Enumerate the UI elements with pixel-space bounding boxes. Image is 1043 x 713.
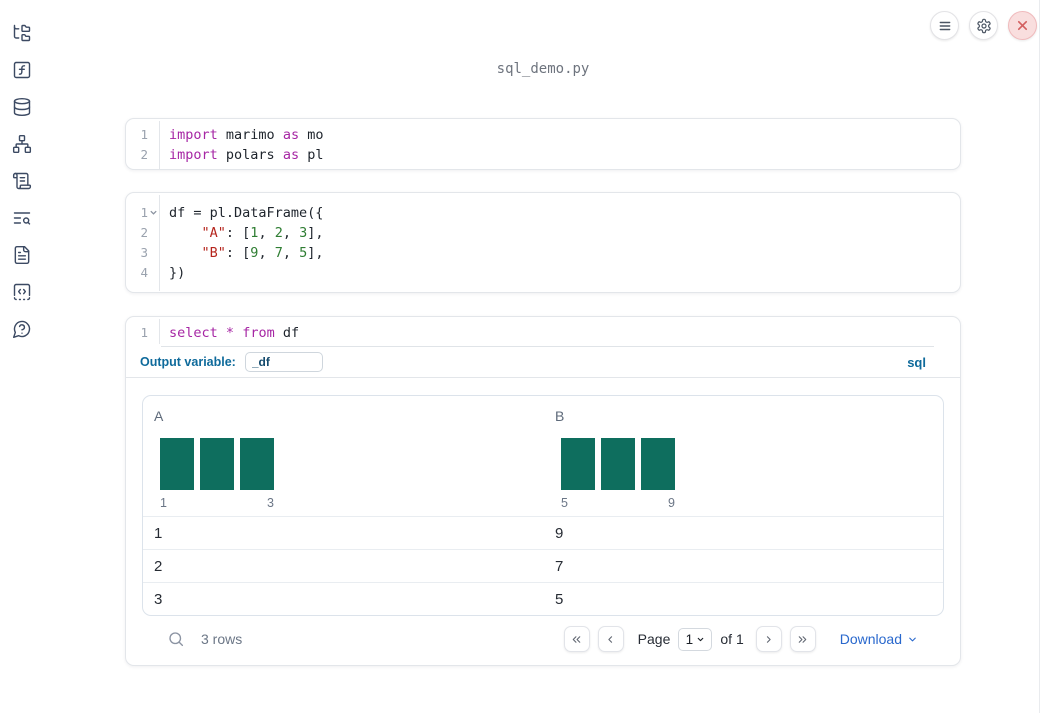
- histogram-min-label: 5: [561, 496, 568, 510]
- histogram-bar: [601, 438, 635, 490]
- folder-tree-icon[interactable]: [12, 23, 32, 43]
- row-count: 3 rows: [201, 631, 243, 647]
- line-number: 3: [140, 245, 148, 260]
- network-icon[interactable]: [12, 134, 32, 154]
- download-button[interactable]: Download: [840, 631, 918, 647]
- code-cell-imports[interactable]: 1 import marimo as mo 2 import polars as pl: [125, 118, 961, 170]
- editor-footer-divider: [161, 346, 934, 347]
- text-search-icon[interactable]: [12, 208, 32, 228]
- code-line: 1 select * from df: [126, 323, 960, 343]
- page-label: Page: [637, 631, 671, 647]
- code-cell-dataframe[interactable]: 1 df = pl.DataFrame({2 "A": [1, 2, 3], 3 "…: [125, 192, 961, 293]
- sidebar: [0, 0, 44, 713]
- chevron-left-icon: [608, 635, 613, 643]
- column-name: B: [555, 408, 565, 424]
- line-number: 2: [140, 147, 148, 162]
- page-select-value: 1: [685, 631, 694, 647]
- sql-editor[interactable]: 1 select * from df: [126, 317, 960, 346]
- gutter-divider: [159, 195, 160, 291]
- gutter-divider: [159, 319, 160, 344]
- table-cell: 1: [154, 524, 163, 542]
- sql-cell-footer: Output variable: sql: [126, 347, 960, 378]
- histogram-max-label: 9: [668, 496, 675, 510]
- language-badge: sql: [907, 354, 926, 370]
- code-line: 2 "A": [1, 2, 3],: [126, 223, 960, 243]
- line-number: 1: [140, 325, 148, 340]
- close-button[interactable]: [1008, 11, 1037, 40]
- scrollbar-track[interactable]: [1039, 0, 1040, 713]
- chevrons-left-icon: [572, 635, 581, 643]
- function-square-icon[interactable]: [12, 60, 32, 80]
- histogram-max-label: 3: [267, 496, 274, 510]
- output-variable-input[interactable]: [244, 352, 323, 372]
- last-page-button[interactable]: [789, 626, 816, 652]
- table-cell: 9: [555, 524, 564, 542]
- histogram-bar: [240, 438, 274, 490]
- line-number: 2: [140, 225, 148, 240]
- table-footer: 3 rows Page 1 of 1: [142, 616, 944, 662]
- next-page-button[interactable]: [755, 626, 782, 652]
- menu-button[interactable]: [930, 11, 959, 40]
- chevron-right-icon: [767, 635, 771, 643]
- histogram-bar: [160, 438, 194, 490]
- table-cell: 5: [555, 590, 564, 608]
- settings-button[interactable]: [969, 11, 998, 40]
- prev-page-button[interactable]: [597, 626, 624, 652]
- gutter-divider: [159, 121, 160, 169]
- code-line: 3 "B": [9, 7, 5],: [126, 243, 960, 263]
- code-editor[interactable]: 1 df = pl.DataFrame({2 "A": [1, 2, 3], 3 "…: [126, 193, 960, 293]
- search-icon[interactable]: [167, 630, 185, 648]
- chevron-down-icon: [697, 637, 704, 641]
- code-editor[interactable]: 1 import marimo as mo 2 import polars as pl: [126, 119, 960, 171]
- column-name: A: [154, 408, 164, 424]
- histogram-min-label: 1: [160, 496, 167, 510]
- page-of-label: of 1: [720, 631, 744, 647]
- histogram-bar: [200, 438, 234, 490]
- close-icon: [1016, 19, 1029, 32]
- table-cell: 3: [154, 590, 163, 608]
- table-cell: 7: [555, 557, 564, 575]
- line-number: 1: [140, 127, 148, 142]
- code-line: 2 import polars as pl: [126, 145, 960, 165]
- file-text-icon[interactable]: [12, 245, 32, 265]
- help-chat-icon[interactable]: [12, 319, 32, 339]
- chevrons-right-icon: [798, 635, 807, 643]
- line-number: 1: [126, 203, 159, 223]
- code-line: 4}): [126, 263, 960, 283]
- scroll-text-icon[interactable]: [12, 171, 32, 191]
- output-variable-label: Output variable:: [140, 355, 236, 369]
- line-number: 4: [140, 265, 148, 280]
- fold-chevron-icon[interactable]: [149, 208, 158, 217]
- code-line: 1 df = pl.DataFrame({: [126, 203, 960, 223]
- snippets-code-icon[interactable]: [12, 282, 32, 302]
- chevron-down-icon: [909, 637, 916, 641]
- hamburger-icon: [938, 19, 952, 33]
- gear-icon: [976, 18, 992, 34]
- pagination: Page 1 of 1 Download: [563, 626, 918, 652]
- database-icon[interactable]: [12, 97, 32, 117]
- code-line: 1 import marimo as mo: [126, 125, 960, 145]
- table-cell: 2: [154, 557, 163, 575]
- histogram-bar: [641, 438, 675, 490]
- notebook-filename: sql_demo.py: [496, 61, 590, 77]
- first-page-button[interactable]: [563, 626, 590, 652]
- download-label: Download: [839, 631, 902, 647]
- page-select[interactable]: 1: [678, 627, 713, 651]
- histogram-bar: [561, 438, 595, 490]
